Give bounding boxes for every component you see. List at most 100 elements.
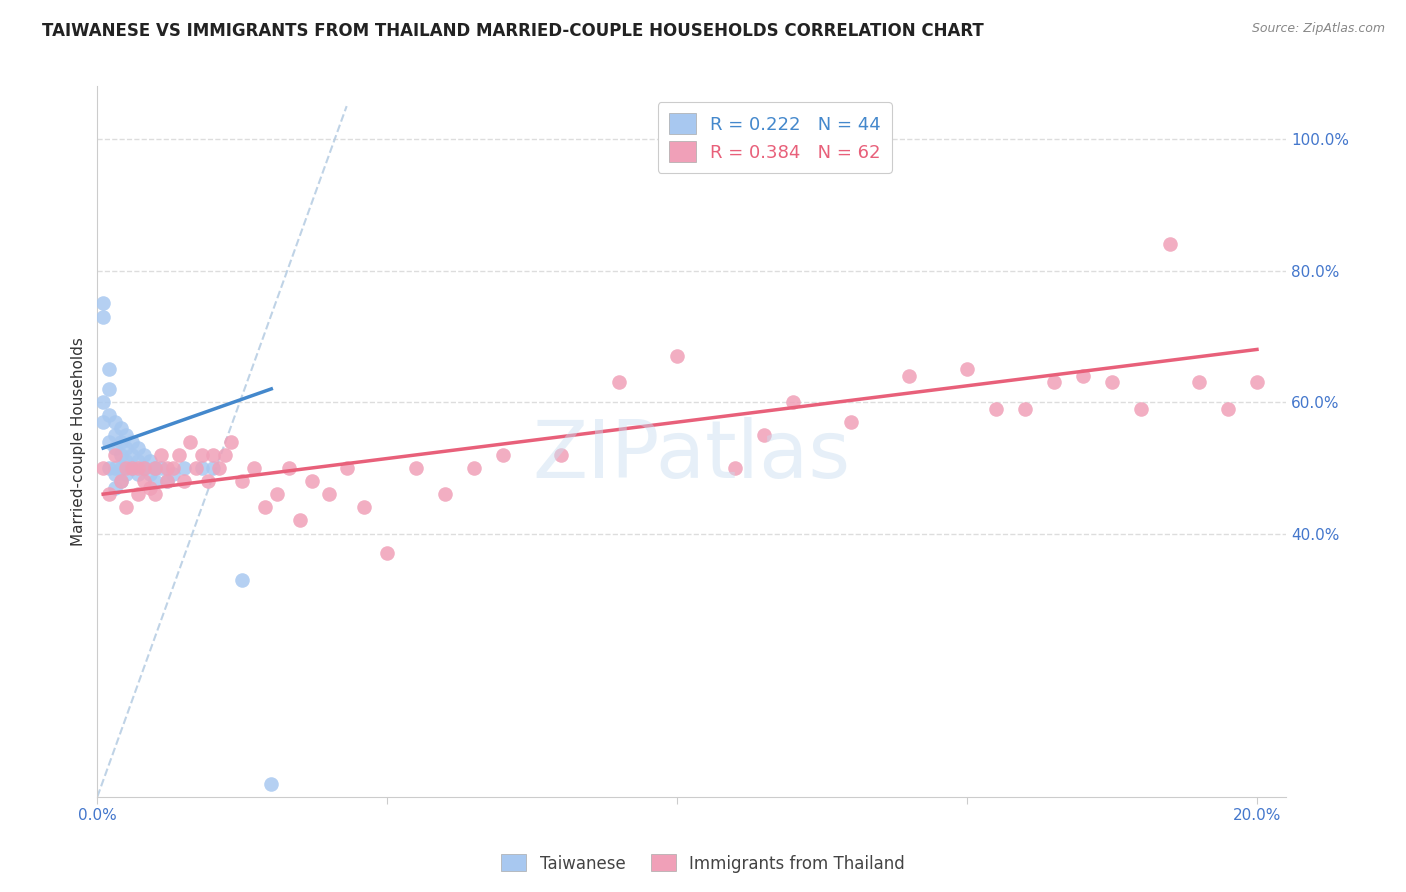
Point	[143, 460, 166, 475]
Point	[1130, 401, 1153, 416]
Point	[150, 460, 173, 475]
Point	[190, 448, 212, 462]
Point	[173, 474, 195, 488]
Point	[1071, 368, 1094, 383]
Point	[375, 546, 398, 560]
Point	[260, 776, 283, 790]
Point	[162, 460, 184, 475]
Point	[898, 368, 921, 383]
Point	[104, 460, 127, 475]
Point	[173, 460, 195, 475]
Point	[607, 376, 630, 390]
Point	[162, 467, 184, 482]
Point	[208, 460, 231, 475]
Point	[1014, 401, 1036, 416]
Point	[115, 428, 138, 442]
Point	[121, 434, 143, 449]
Point	[956, 362, 979, 376]
Point	[91, 415, 114, 429]
Point	[127, 454, 149, 468]
Point	[266, 487, 288, 501]
Point	[156, 474, 179, 488]
Point	[110, 421, 132, 435]
Point	[97, 460, 120, 475]
Point	[254, 500, 277, 515]
Point	[492, 448, 515, 462]
Point	[110, 474, 132, 488]
Point	[91, 310, 114, 324]
Y-axis label: Married-couple Households: Married-couple Households	[72, 337, 86, 546]
Point	[434, 487, 457, 501]
Point	[110, 474, 132, 488]
Point	[197, 474, 219, 488]
Point	[202, 448, 225, 462]
Point	[1043, 376, 1066, 390]
Point	[301, 474, 323, 488]
Point	[752, 428, 775, 442]
Point	[782, 395, 804, 409]
Point	[1101, 376, 1123, 390]
Point	[132, 460, 155, 475]
Point	[219, 434, 242, 449]
Point	[336, 460, 359, 475]
Point	[984, 401, 1007, 416]
Point	[143, 474, 166, 488]
Point	[91, 395, 114, 409]
Legend: Taiwanese, Immigrants from Thailand: Taiwanese, Immigrants from Thailand	[495, 847, 911, 880]
Point	[115, 441, 138, 455]
Point	[91, 460, 114, 475]
Point	[179, 434, 201, 449]
Point	[115, 467, 138, 482]
Point	[132, 460, 155, 475]
Point	[104, 428, 127, 442]
Point	[104, 481, 127, 495]
Point	[156, 460, 179, 475]
Point	[127, 467, 149, 482]
Point	[121, 460, 143, 475]
Point	[138, 467, 160, 482]
Point	[121, 460, 143, 475]
Point	[121, 448, 143, 462]
Point	[243, 460, 266, 475]
Point	[150, 448, 173, 462]
Point	[104, 415, 127, 429]
Point	[405, 460, 427, 475]
Point	[1159, 237, 1181, 252]
Point	[290, 513, 312, 527]
Point	[132, 448, 155, 462]
Point	[115, 460, 138, 475]
Point	[104, 448, 127, 462]
Point	[97, 362, 120, 376]
Point	[115, 454, 138, 468]
Point	[97, 408, 120, 422]
Point	[190, 460, 212, 475]
Point	[138, 454, 160, 468]
Point	[91, 296, 114, 310]
Point	[127, 441, 149, 455]
Point	[550, 448, 572, 462]
Point	[110, 460, 132, 475]
Point	[666, 349, 689, 363]
Text: ZIPatlas: ZIPatlas	[533, 417, 851, 495]
Point	[353, 500, 375, 515]
Point	[1188, 376, 1211, 390]
Point	[104, 467, 127, 482]
Point	[156, 474, 179, 488]
Point	[839, 415, 862, 429]
Point	[1246, 376, 1268, 390]
Point	[724, 460, 747, 475]
Point	[463, 460, 485, 475]
Point	[97, 487, 120, 501]
Text: TAIWANESE VS IMMIGRANTS FROM THAILAND MARRIED-COUPLE HOUSEHOLDS CORRELATION CHAR: TAIWANESE VS IMMIGRANTS FROM THAILAND MA…	[42, 22, 984, 40]
Point	[127, 460, 149, 475]
Point	[318, 487, 340, 501]
Point	[1216, 401, 1239, 416]
Point	[214, 448, 236, 462]
Text: Source: ZipAtlas.com: Source: ZipAtlas.com	[1251, 22, 1385, 36]
Point	[104, 441, 127, 455]
Point	[231, 573, 253, 587]
Point	[202, 460, 225, 475]
Legend: R = 0.222   N = 44, R = 0.384   N = 62: R = 0.222 N = 44, R = 0.384 N = 62	[658, 103, 891, 173]
Point	[138, 481, 160, 495]
Point	[132, 474, 155, 488]
